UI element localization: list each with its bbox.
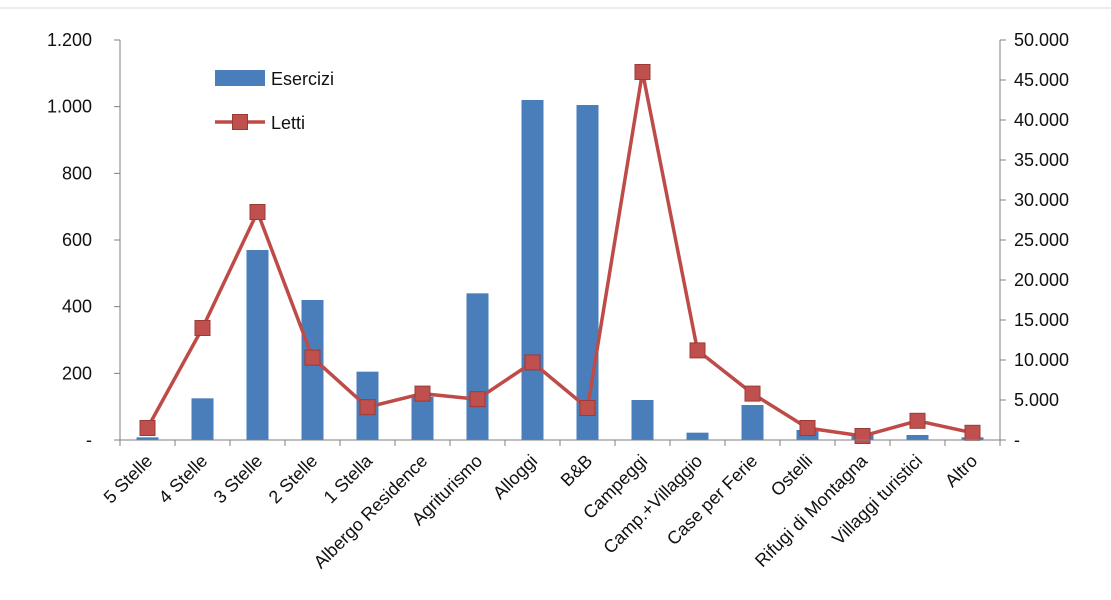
legend-swatch-esercizi	[215, 70, 265, 86]
left-tick-label: 600	[62, 230, 92, 250]
left-tick-label: 1.200	[47, 30, 92, 50]
line-point	[964, 424, 981, 441]
line-point	[414, 385, 431, 402]
line-point	[304, 349, 321, 366]
line-point	[689, 342, 706, 359]
axes-group: - 200 400 600 800 1.000 1.200 - 5.000 10.000 15.00…	[47, 30, 1069, 450]
right-tick-label: 15.000	[1014, 310, 1069, 330]
left-tick-label: 800	[62, 163, 92, 183]
left-tick-label: 200	[62, 363, 92, 383]
line-point	[194, 320, 211, 336]
left-tick-label: 400	[62, 297, 92, 317]
line-point	[799, 420, 816, 436]
bar	[631, 400, 654, 440]
line-point	[744, 385, 761, 402]
bar	[466, 293, 489, 440]
right-tick-label: 20.000	[1014, 270, 1069, 290]
x-tick-label: Ostelli	[767, 451, 817, 501]
right-tick-label: -	[1014, 430, 1020, 450]
line-point	[909, 412, 926, 429]
right-tick-label: 35.000	[1014, 150, 1069, 170]
bar	[686, 432, 709, 440]
legend-label-esercizi: Esercizi	[271, 69, 334, 89]
right-tick-label: 50.000	[1014, 30, 1069, 50]
left-tick-label: 1.000	[47, 97, 92, 117]
line-point	[854, 428, 871, 444]
letti-line	[145, 70, 973, 438]
x-tick-label: Alloggi	[489, 451, 541, 503]
right-tick-label: 10.000	[1014, 350, 1069, 370]
x-tick-label: 3 Stelle	[210, 451, 267, 508]
bar	[301, 300, 324, 440]
left-tick-label: -	[86, 430, 92, 450]
x-tick-label: Altro	[941, 451, 981, 491]
right-tick-label: 30.000	[1014, 190, 1069, 210]
right-tick-label: 25.000	[1014, 230, 1069, 250]
x-tick-label: Camp.+Villaggio	[599, 451, 706, 558]
legend: Esercizi Letti	[215, 69, 334, 133]
bar	[191, 398, 214, 440]
bar	[521, 100, 544, 440]
right-tick-label: 45.000	[1014, 70, 1069, 90]
bar	[246, 250, 269, 440]
bar	[741, 405, 764, 440]
bar	[411, 396, 434, 440]
right-tick-label: 40.000	[1014, 110, 1069, 130]
bars-group	[136, 100, 984, 440]
x-tick-label: 2 Stelle	[265, 451, 322, 508]
line-point	[139, 420, 156, 436]
x-tick-label: B&B	[557, 451, 597, 491]
line-point	[634, 64, 651, 80]
x-tick-label: 4 Stelle	[155, 451, 212, 508]
legend-marker-letti	[232, 114, 248, 130]
right-tick-label: 5.000	[1014, 390, 1059, 410]
line-point	[469, 391, 486, 408]
x-tick-label: 5 Stelle	[100, 451, 157, 508]
line-point	[524, 354, 541, 371]
bar	[136, 437, 159, 440]
line-point	[359, 399, 376, 416]
legend-label-letti: Letti	[271, 113, 305, 133]
bar	[576, 105, 599, 440]
line-point	[579, 400, 596, 416]
line-series-group	[139, 64, 981, 444]
line-point	[249, 204, 266, 220]
bar	[906, 435, 929, 440]
